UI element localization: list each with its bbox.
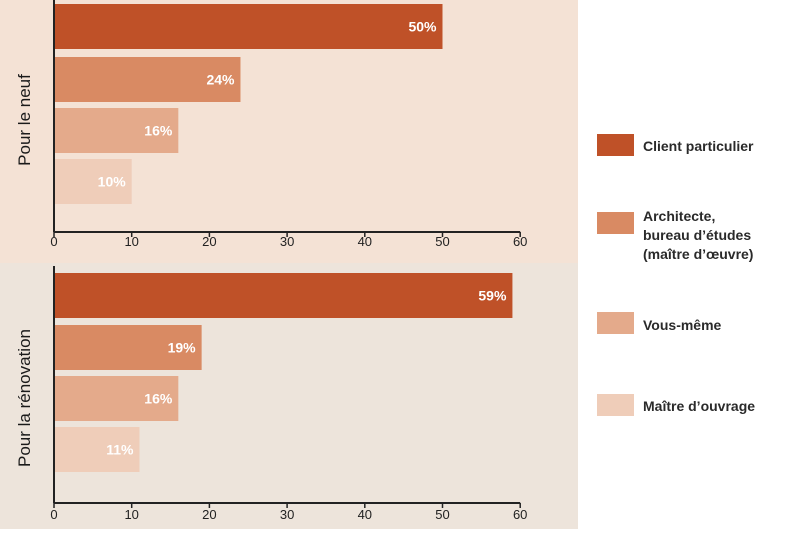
legend-label-2-line-2: bureau d’études [643, 227, 751, 243]
bar-label-renovation-3: 16% [144, 391, 173, 407]
bar-renovation-3 [54, 376, 179, 421]
bar-neuf-4 [54, 159, 132, 204]
x-tick-label-neuf-30: 30 [280, 234, 294, 249]
x-tick-label-neuf-0: 0 [50, 234, 57, 249]
bar-label-renovation-2: 19% [168, 340, 197, 356]
legend-swatch-2 [597, 212, 634, 234]
bar-renovation-4 [54, 427, 140, 472]
legend-swatch-3 [597, 312, 634, 334]
bar-label-neuf-4: 10% [98, 174, 127, 190]
x-tick-label-renovation-20: 20 [202, 507, 216, 522]
bar-label-renovation-4: 11% [106, 442, 134, 458]
legend-swatch-4 [597, 394, 634, 416]
bar-label-neuf-2: 24% [206, 72, 235, 88]
bar-neuf-3 [54, 108, 179, 153]
x-tick-label-renovation-10: 10 [124, 507, 138, 522]
legend-label-2-line-1: Architecte, [643, 208, 715, 224]
bar-neuf-2 [54, 57, 241, 102]
legend-label-3: Vous-même [643, 317, 722, 333]
legend-swatch-1 [597, 134, 634, 156]
x-tick-label-neuf-20: 20 [202, 234, 216, 249]
bar-neuf-1 [54, 4, 443, 49]
x-tick-label-renovation-60: 60 [513, 507, 527, 522]
x-tick-label-renovation-0: 0 [50, 507, 57, 522]
legend-label-1: Client particulier [643, 138, 754, 154]
legend-label-4: Maître d’ouvrage [643, 398, 755, 414]
x-tick-label-renovation-50: 50 [435, 507, 449, 522]
bar-renovation-1 [54, 273, 513, 318]
bar-label-renovation-1: 59% [478, 288, 507, 304]
panel-title-neuf: Pour le neuf [15, 74, 34, 166]
x-tick-label-neuf-60: 60 [513, 234, 527, 249]
x-tick-label-neuf-50: 50 [435, 234, 449, 249]
legend-label-2-line-3: (maître d’œuvre) [643, 246, 753, 262]
bar-label-neuf-1: 50% [408, 19, 437, 35]
x-tick-label-neuf-10: 10 [124, 234, 138, 249]
x-tick-label-neuf-40: 40 [358, 234, 372, 249]
x-tick-label-renovation-40: 40 [358, 507, 372, 522]
x-tick-label-renovation-30: 30 [280, 507, 294, 522]
panel-title-renovation: Pour la rénovation [15, 329, 34, 467]
bar-label-neuf-3: 16% [144, 123, 173, 139]
bar-renovation-2 [54, 325, 202, 370]
